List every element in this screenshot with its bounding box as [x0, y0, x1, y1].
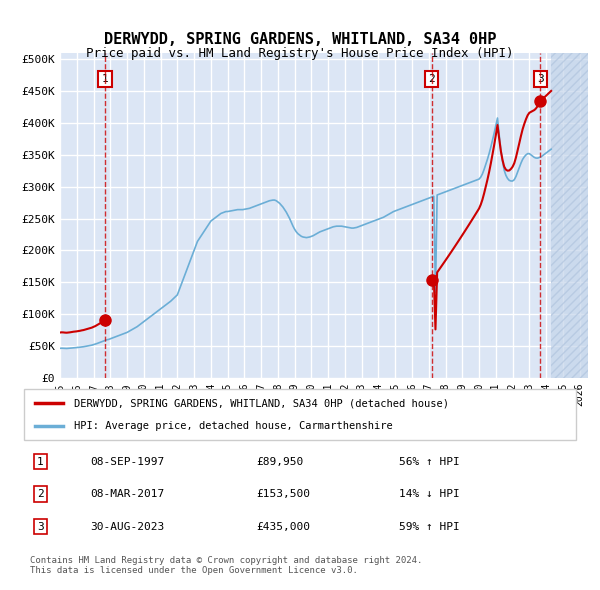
- Text: £89,950: £89,950: [256, 457, 303, 467]
- Text: 3: 3: [37, 522, 44, 532]
- Text: 08-MAR-2017: 08-MAR-2017: [90, 489, 164, 499]
- Text: 2: 2: [37, 489, 44, 499]
- Text: 30-AUG-2023: 30-AUG-2023: [90, 522, 164, 532]
- Text: 14% ↓ HPI: 14% ↓ HPI: [400, 489, 460, 499]
- Text: 2: 2: [428, 74, 435, 84]
- Text: Contains HM Land Registry data © Crown copyright and database right 2024.
This d: Contains HM Land Registry data © Crown c…: [30, 556, 422, 575]
- Text: Price paid vs. HM Land Registry's House Price Index (HPI): Price paid vs. HM Land Registry's House …: [86, 47, 514, 60]
- Text: £435,000: £435,000: [256, 522, 310, 532]
- Text: £153,500: £153,500: [256, 489, 310, 499]
- Bar: [551, 53, 588, 378]
- Text: 1: 1: [37, 457, 44, 467]
- Text: HPI: Average price, detached house, Carmarthenshire: HPI: Average price, detached house, Carm…: [74, 421, 392, 431]
- Text: 08-SEP-1997: 08-SEP-1997: [90, 457, 164, 467]
- Text: 1: 1: [102, 74, 109, 84]
- Text: DERWYDD, SPRING GARDENS, WHITLAND, SA34 0HP: DERWYDD, SPRING GARDENS, WHITLAND, SA34 …: [104, 32, 496, 47]
- Text: 59% ↑ HPI: 59% ↑ HPI: [400, 522, 460, 532]
- Text: 3: 3: [537, 74, 544, 84]
- FancyBboxPatch shape: [24, 389, 576, 440]
- Text: DERWYDD, SPRING GARDENS, WHITLAND, SA34 0HP (detached house): DERWYDD, SPRING GARDENS, WHITLAND, SA34 …: [74, 398, 449, 408]
- Text: 56% ↑ HPI: 56% ↑ HPI: [400, 457, 460, 467]
